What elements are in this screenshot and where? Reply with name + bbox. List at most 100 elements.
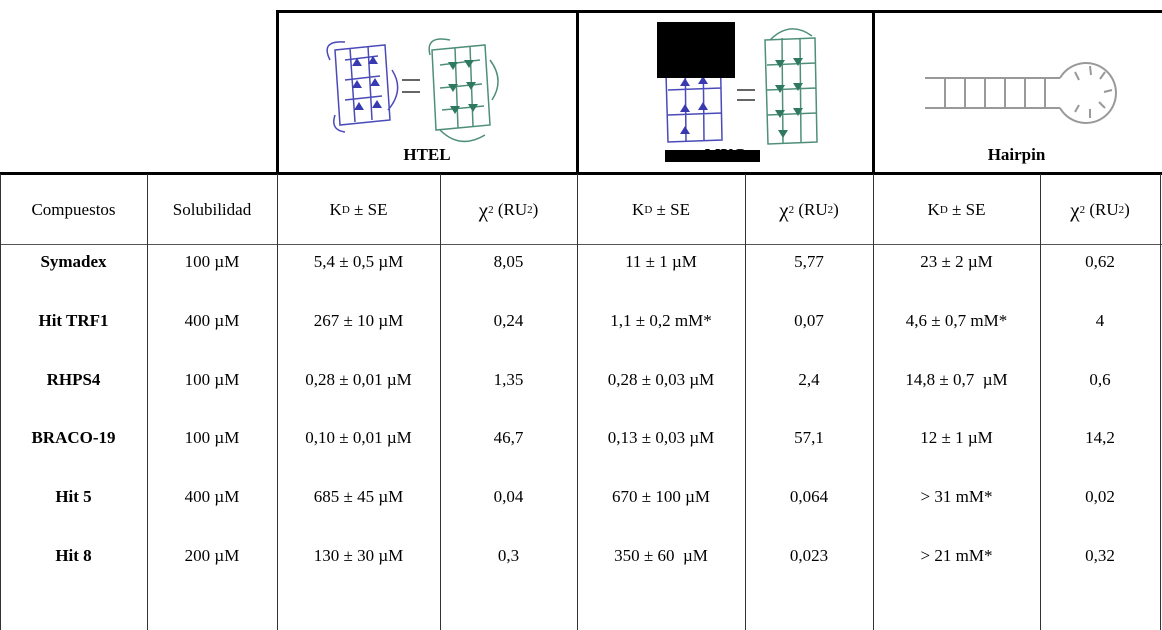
kd-symbol: K	[928, 200, 940, 220]
chi-close: )	[533, 200, 539, 220]
cell-value: 0,62	[1085, 252, 1115, 272]
cell-value: 0,28 ± 0,01 µM	[305, 370, 412, 390]
table-cell: 400 µM	[147, 306, 277, 336]
header-cell: Compuestos	[0, 195, 147, 225]
header-cell: Solubilidad	[147, 195, 277, 225]
table-cell: 23 ± 2 µM	[873, 247, 1040, 277]
table-cell: 12 ± 1 µM	[873, 423, 1040, 453]
cell-value: 14,2	[1085, 428, 1115, 448]
cell-value: 400 µM	[185, 487, 240, 507]
cell-value: 8,05	[494, 252, 524, 272]
cell-value: 4	[1096, 311, 1105, 331]
table-cell: 100 µM	[147, 423, 277, 453]
table-cell: 14,2	[1040, 423, 1160, 453]
cell-value: 12 ± 1 µM	[920, 428, 993, 448]
compound-name: Hit TRF1	[38, 311, 108, 331]
table-cell: 0,28 ± 0,03 µM	[577, 365, 745, 395]
table-cell: 200 µM	[147, 541, 277, 571]
structure-label: Hairpin	[873, 140, 1160, 170]
table-cell: 5,77	[745, 247, 873, 277]
cell-value: 0,28 ± 0,03 µM	[608, 370, 715, 390]
table-page: HTELMYCHairpinCompuestosSolubilidadKD ± …	[0, 0, 1162, 630]
cell-value: 0,32	[1085, 546, 1115, 566]
cell-value: 0,10 ± 0,01 µM	[305, 428, 412, 448]
cell-value: 130 ± 30 µM	[314, 546, 404, 566]
table-cell: 5,4 ± 0,5 µM	[277, 247, 440, 277]
table-cell: 4,6 ± 0,7 mM*	[873, 306, 1040, 336]
table-cell: > 31 mM*	[873, 482, 1040, 512]
table-cell: 685 ± 45 µM	[277, 482, 440, 512]
table-cell: 100 µM	[147, 365, 277, 395]
rule	[276, 10, 279, 174]
cell-value: > 31 mM*	[921, 487, 993, 507]
table-cell: 1,35	[440, 365, 577, 395]
table-cell: 100 µM	[147, 247, 277, 277]
structure-label: HTEL	[277, 140, 577, 170]
table-cell: Hit 5	[0, 482, 147, 512]
kd-sub: D	[644, 204, 652, 216]
cell-value: 0,02	[1085, 487, 1115, 507]
table-cell: 0,023	[745, 541, 873, 571]
cell-value: 0,064	[790, 487, 828, 507]
table-cell: 46,7	[440, 423, 577, 453]
compound-name: RHPS4	[47, 370, 101, 390]
cell-value: 46,7	[494, 428, 524, 448]
structure-name: Hairpin	[988, 145, 1046, 165]
cell-value: 200 µM	[185, 546, 240, 566]
compound-name: Hit 8	[55, 546, 91, 566]
cell-value: 4,6 ± 0,7 mM*	[906, 311, 1007, 331]
header-cell: KD ± SE	[873, 195, 1040, 225]
table-cell: 267 ± 10 µM	[277, 306, 440, 336]
cell-value: 0,023	[790, 546, 828, 566]
table-cell: 57,1	[745, 423, 873, 453]
compound-name: Hit 5	[55, 487, 91, 507]
table-cell: 670 ± 100 µM	[577, 482, 745, 512]
compound-name: BRACO-19	[31, 428, 115, 448]
redaction	[657, 22, 735, 78]
myc-green	[765, 29, 817, 144]
chi-symbol: χ	[779, 198, 788, 223]
kd-rest: ± SE	[948, 200, 986, 220]
table-cell: 8,05	[440, 247, 577, 277]
cell-value: 0,3	[498, 546, 519, 566]
table-cell: 0,3	[440, 541, 577, 571]
structure-label: MYC	[577, 140, 873, 170]
cell-value: 0,07	[794, 311, 824, 331]
cell-value: 400 µM	[185, 311, 240, 331]
rule	[576, 10, 579, 174]
table-cell: 11 ± 1 µM	[577, 247, 745, 277]
table-cell: Hit TRF1	[0, 306, 147, 336]
table-cell: 0,28 ± 0,01 µM	[277, 365, 440, 395]
header-cell: KD ± SE	[577, 195, 745, 225]
table-cell: 0,62	[1040, 247, 1160, 277]
rule	[1160, 174, 1161, 630]
table-cell: 14,8 ± 0,7 µM	[873, 365, 1040, 395]
kd-symbol: K	[632, 200, 644, 220]
cell-value: 23 ± 2 µM	[920, 252, 993, 272]
table-cell: 350 ± 60 µM	[577, 541, 745, 571]
table-cell: 0,07	[745, 306, 873, 336]
cell-value: 0,6	[1089, 370, 1110, 390]
myc-arrows	[737, 90, 755, 100]
table-cell: 0,24	[440, 306, 577, 336]
header-text: Compuestos	[31, 200, 115, 220]
hairpin	[925, 63, 1116, 123]
table-cell: 0,10 ± 0,01 µM	[277, 423, 440, 453]
cell-value: 5,4 ± 0,5 µM	[314, 252, 404, 272]
kd-symbol: K	[330, 200, 342, 220]
rule	[277, 10, 1162, 13]
table-cell: 0,32	[1040, 541, 1160, 571]
table-cell: 1,1 ± 0,2 mM*	[577, 306, 745, 336]
cell-value: 5,77	[794, 252, 824, 272]
kd-rest: ± SE	[652, 200, 690, 220]
chi-symbol: χ	[479, 198, 488, 223]
table-cell: BRACO-19	[0, 423, 147, 453]
structure-name: HTEL	[403, 145, 450, 165]
table-cell: > 21 mM*	[873, 541, 1040, 571]
cell-value: > 21 mM*	[921, 546, 993, 566]
cell-value: 2,4	[798, 370, 819, 390]
chi-close: )	[833, 200, 839, 220]
rule	[0, 244, 1162, 245]
cell-value: 1,35	[494, 370, 524, 390]
